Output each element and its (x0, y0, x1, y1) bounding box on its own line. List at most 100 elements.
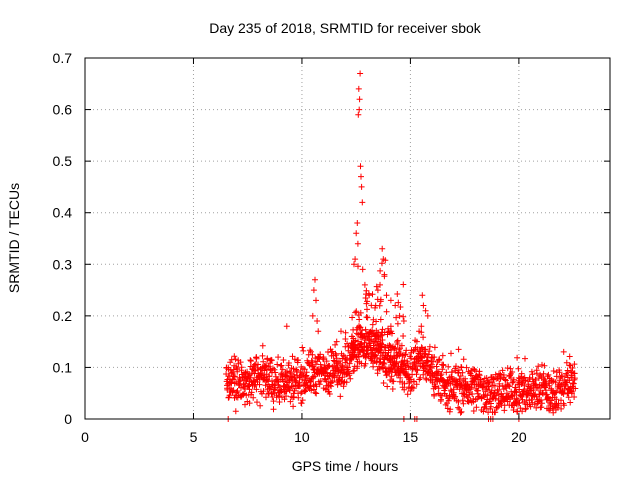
data-point (455, 346, 462, 353)
data-point (348, 357, 355, 363)
data-point (527, 403, 534, 410)
data-point (553, 389, 560, 396)
data-point (281, 378, 287, 385)
data-point (460, 390, 467, 397)
data-point (313, 297, 319, 304)
data-point (264, 355, 271, 362)
data-point (231, 353, 238, 360)
data-point (364, 298, 371, 305)
data-point (420, 302, 427, 309)
data-point (257, 402, 264, 409)
data-point (516, 399, 523, 406)
data-point (283, 323, 290, 330)
grid-lines (85, 58, 610, 419)
data-point (263, 394, 269, 401)
data-point (337, 393, 344, 400)
data-point (401, 357, 408, 364)
data-point (353, 326, 360, 333)
data-point (400, 313, 407, 320)
data-point (356, 344, 362, 351)
data-point (572, 385, 579, 392)
data-point (435, 385, 442, 392)
data-point (558, 397, 564, 404)
data-point (445, 397, 452, 404)
data-point (397, 374, 404, 381)
data-point (389, 386, 396, 392)
data-point (531, 401, 538, 408)
data-point (394, 320, 401, 327)
data-point (394, 337, 401, 344)
data-point (518, 370, 525, 377)
data-point (397, 345, 403, 352)
data-point (483, 375, 490, 381)
data-point (384, 383, 391, 390)
data-point (353, 308, 360, 315)
data-point (410, 385, 417, 392)
data-point (565, 394, 572, 401)
data-point (259, 352, 266, 359)
data-point (571, 375, 578, 382)
data-point (401, 386, 408, 393)
data-point (393, 314, 400, 321)
data-point (457, 373, 464, 379)
data-point (566, 353, 573, 360)
data-point (533, 370, 540, 377)
data-point (507, 365, 514, 372)
data-point (370, 363, 377, 370)
data-point (439, 366, 446, 373)
data-point (386, 356, 392, 363)
data-point (285, 360, 292, 366)
data-point (401, 380, 408, 387)
data-point (358, 173, 364, 180)
data-point (362, 326, 369, 333)
data-point (483, 399, 490, 406)
data-point (326, 391, 333, 397)
data-point (309, 359, 316, 366)
data-point (381, 273, 388, 280)
data-point (446, 394, 453, 401)
data-point (501, 407, 508, 414)
data-point (535, 363, 542, 370)
data-point (357, 324, 363, 331)
data-point (514, 354, 521, 361)
y-tick-label: 0.1 (53, 359, 73, 375)
data-point (358, 183, 365, 190)
data-point (279, 366, 286, 373)
data-point (568, 390, 575, 397)
data-point (400, 333, 407, 339)
data-point (385, 325, 391, 332)
data-point (349, 333, 356, 340)
data-point (281, 396, 288, 403)
data-point (499, 367, 506, 374)
y-tick-label: 0.3 (53, 256, 73, 272)
data-point (382, 353, 389, 359)
data-point (409, 384, 416, 391)
data-point (329, 378, 336, 384)
data-point (312, 276, 318, 283)
data-point (346, 360, 353, 367)
data-point (321, 362, 328, 369)
y-tick-label: 0.2 (53, 308, 73, 324)
data-point (506, 383, 513, 390)
data-point (480, 408, 487, 415)
data-point (394, 339, 400, 345)
data-point (447, 406, 454, 413)
data-point (511, 402, 518, 409)
x-tick-label: 15 (403, 429, 419, 445)
data-point (379, 364, 385, 371)
data-point (431, 391, 438, 398)
data-point (349, 340, 356, 347)
data-point (513, 389, 520, 396)
data-point (332, 341, 339, 348)
data-point (393, 353, 400, 360)
data-point (418, 323, 425, 330)
data-point (354, 220, 361, 226)
data-point (293, 378, 300, 385)
data-point (543, 381, 550, 388)
data-point (310, 287, 317, 294)
data-point (266, 385, 273, 392)
data-point (417, 374, 424, 381)
data-point (475, 387, 481, 394)
data-point (354, 240, 361, 247)
data-point (373, 318, 380, 325)
